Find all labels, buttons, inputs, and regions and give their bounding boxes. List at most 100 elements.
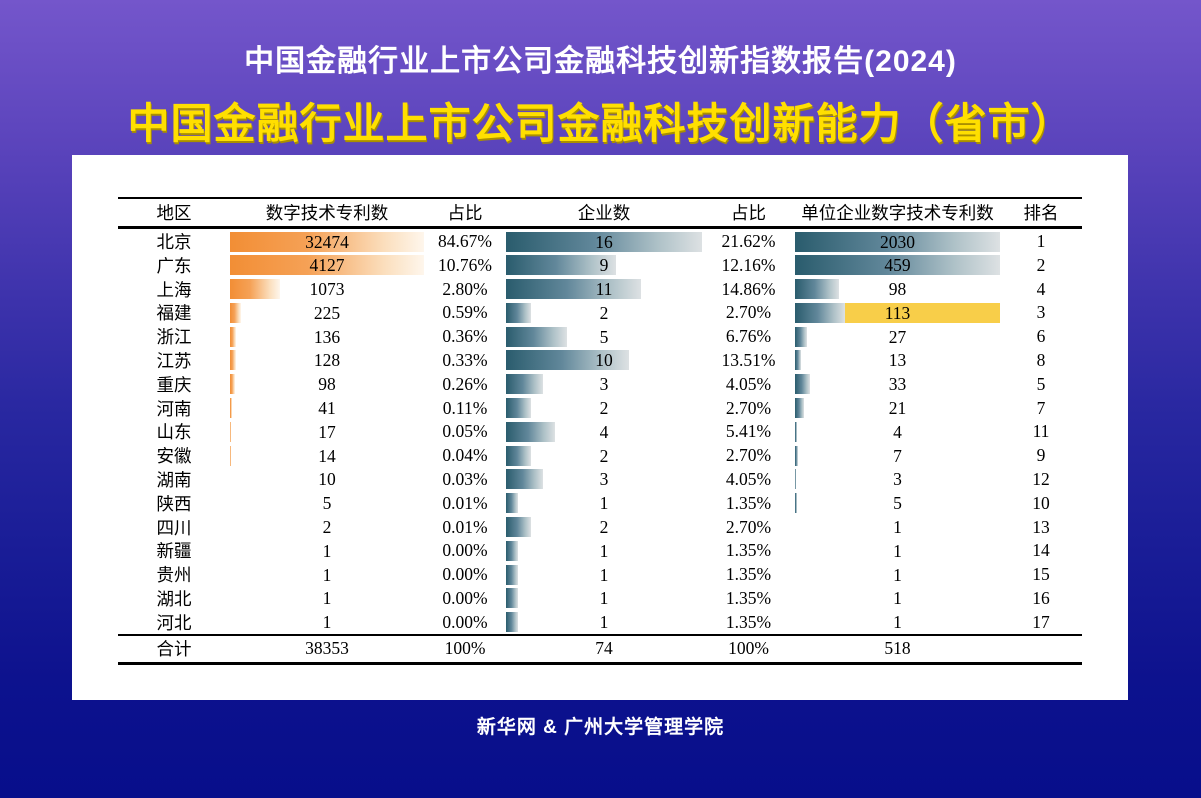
enterprise-count-value: 3 (599, 374, 609, 395)
rank-value: 9 (1036, 445, 1046, 466)
patents-per-enterprise: 1 (795, 540, 1000, 561)
patents-per-enterprise-bar (795, 255, 1000, 276)
patent-count-value: 1 (322, 612, 332, 633)
patent-share: 0.03% (442, 468, 488, 489)
table-row: 湖南 10 0.03% 3 4.05% 3 12 (118, 467, 1082, 491)
header-enterprise-share: 占比 (731, 202, 766, 223)
patent-count-bar (230, 398, 232, 419)
enterprise-share: 5.41% (725, 421, 772, 442)
patent-share: 0.11% (442, 397, 488, 418)
header-patent-share: 占比 (447, 202, 483, 223)
patents-per-enterprise: 7 (795, 445, 1000, 466)
enterprise-count: 3 (506, 374, 702, 395)
patents-per-enterprise-bar (795, 421, 797, 442)
enterprise-share: 13.51% (721, 349, 776, 370)
enterprise-share: 12.16% (721, 254, 776, 275)
enterprise-count-bar (506, 255, 617, 276)
enterprise-count-bar (506, 350, 629, 371)
enterprise-share: 21.62% (721, 231, 776, 251)
patent-count-value: 2 (322, 517, 332, 538)
enterprise-count-value: 16 (595, 231, 613, 252)
patent-count-value: 1 (322, 540, 332, 561)
total-patents-per-enterprise: 518 (884, 638, 911, 659)
enterprise-count: 9 (506, 255, 702, 276)
enterprise-count-value: 1 (599, 564, 609, 585)
enterprise-count-value: 10 (595, 350, 613, 371)
enterprise-count: 1 (506, 540, 702, 561)
region-label: 陕西 (156, 493, 192, 514)
enterprise-count: 4 (506, 421, 702, 442)
enterprise-count: 11 (506, 279, 702, 300)
patents-per-enterprise-value: 1 (893, 612, 902, 633)
patent-count: 4127 (230, 255, 424, 276)
patent-count: 1 (230, 564, 424, 585)
patent-share: 0.00% (442, 540, 488, 561)
rank-value: 16 (1032, 587, 1050, 608)
enterprise-share: 1.35% (725, 540, 772, 561)
enterprise-count-bar (506, 469, 543, 490)
patent-count-bar (230, 302, 241, 323)
enterprise-count: 1 (506, 564, 702, 585)
patent-count: 10 (230, 469, 424, 490)
patents-per-enterprise: 13 (795, 350, 1000, 371)
enterprise-count-value: 2 (599, 302, 609, 323)
table-row: 陕西 5 0.01% 1 1.35% 5 10 (118, 491, 1082, 515)
enterprise-count-bar (506, 302, 531, 323)
patent-share: 0.00% (442, 611, 488, 632)
enterprise-count-value: 11 (595, 279, 613, 300)
rank-value: 7 (1036, 397, 1046, 418)
header-enterprise-count: 企业数 (577, 202, 631, 223)
footer-credit: 新华网 & 广州大学管理学院 (476, 717, 725, 738)
patent-count-value: 4127 (309, 255, 345, 276)
enterprise-count-bar (506, 421, 555, 442)
enterprise-count-bar (506, 279, 641, 300)
enterprise-share: 1.35% (725, 564, 772, 585)
enterprise-share: 1.35% (725, 587, 772, 608)
enterprise-count-value: 2 (599, 398, 609, 419)
region-label: 安徽 (156, 446, 192, 467)
enterprise-share: 1.35% (725, 492, 772, 513)
patents-per-enterprise: 21 (795, 398, 1000, 419)
patents-per-enterprise-value: 1 (893, 564, 902, 585)
enterprise-count-bar (506, 398, 531, 419)
enterprise-count: 2 (506, 517, 702, 538)
enterprise-count-value: 9 (599, 255, 609, 276)
enterprise-share: 6.76% (725, 326, 772, 347)
patent-count-value: 1073 (309, 279, 345, 300)
patent-count-value: 225 (313, 302, 341, 323)
patents-per-enterprise-bar (795, 374, 810, 395)
patents-per-enterprise-value: 13 (888, 350, 907, 371)
patent-count-bar (230, 445, 231, 466)
enterprise-share: 2.70% (725, 302, 772, 323)
patents-per-enterprise-bar (795, 493, 798, 514)
patent-count-value: 1 (322, 588, 332, 609)
region-label: 北京 (156, 232, 192, 252)
table-body: 北京 32474 84.67% 16 21.62% 2030 1 广东 4127 10.76% 9 1… (118, 229, 1082, 634)
region-label: 河北 (156, 612, 192, 633)
region-label: 湖南 (156, 469, 192, 490)
table-row: 浙江 136 0.36% 5 6.76% 27 6 (118, 324, 1082, 348)
table-row: 重庆 98 0.26% 3 4.05% 33 5 (118, 372, 1082, 396)
patents-per-enterprise-value: 98 (888, 279, 907, 300)
enterprise-count-bar (506, 612, 519, 633)
enterprise-share: 4.05% (725, 373, 772, 394)
region-label: 山东 (156, 422, 192, 443)
patent-count-bar (230, 231, 424, 252)
total-enterprises: 74 (595, 638, 613, 659)
patent-count-value: 10 (318, 469, 336, 490)
patents-per-enterprise-value: 33 (888, 374, 907, 395)
table-row: 新疆 1 0.00% 1 1.35% 1 14 (118, 538, 1082, 562)
patent-count-value: 32474 (305, 231, 349, 252)
table-total-row: 合计 38353 100% 74 100% 518 (118, 633, 1082, 665)
patents-per-enterprise: 113 (795, 302, 1000, 323)
enterprise-count-bar (506, 326, 568, 347)
table-row: 河北 1 0.00% 1 1.35% 1 17 (118, 610, 1082, 634)
rank-value: 13 (1032, 516, 1050, 537)
table-row: 河南 41 0.11% 2 2.70% 21 7 (118, 396, 1082, 420)
rank-value: 4 (1036, 278, 1046, 299)
patent-count: 5 (230, 493, 424, 514)
page-title: 中国金融行业上市公司金融科技创新能力（省市） (127, 100, 1074, 147)
patent-count-value: 136 (313, 326, 341, 347)
enterprise-count-bar (506, 231, 702, 252)
